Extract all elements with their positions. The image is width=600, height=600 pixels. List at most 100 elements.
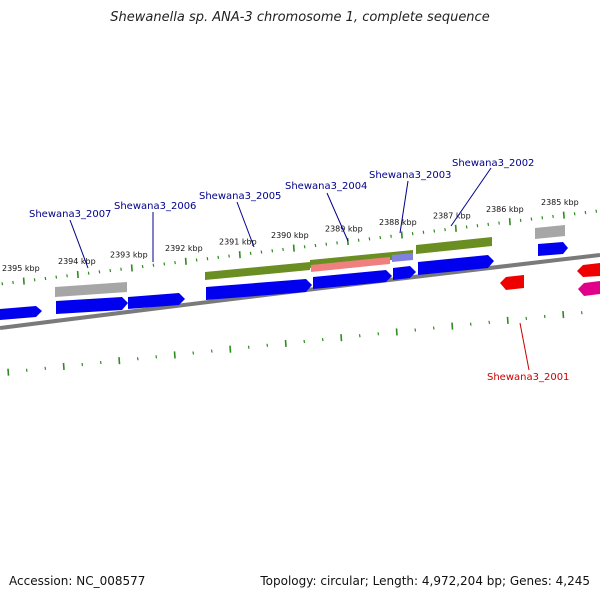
minor-tick [465,225,468,229]
gene-labels: Shewana3_2001 Shewana3_2002 Shewana3_200… [29,158,569,383]
gene-label-2005[interactable]: Shewana3_2005 [199,191,281,202]
scale-label: 2386 kbp [486,205,524,214]
minor-tick [377,332,380,336]
scale-label: 2390 kbp [271,231,309,240]
minor-tick [33,278,36,282]
minor-tick [498,221,500,225]
minor-tick [336,241,338,245]
minor-tick [109,268,112,273]
major-tick [184,257,187,265]
misc-feature-bar[interactable] [392,253,413,262]
major-tick [508,218,511,226]
minor-tick [432,326,435,330]
minor-tick [525,316,528,321]
minor-tick [217,255,220,259]
map-title: Shewanella sp. ANA-3 chromosome 1, compl… [110,10,490,25]
cds-arrow[interactable] [56,297,128,314]
scale-label: 2389 kbp [325,224,363,233]
minor-tick [247,345,250,349]
minor-tick [580,311,583,315]
minor-tick [584,210,587,215]
scale-label: 2392 kbp [165,244,203,253]
minor-tick [12,280,14,285]
cds-arrow[interactable] [538,242,568,256]
forward-cds-track [0,242,568,320]
minor-tick [192,351,195,355]
gene-label-2006[interactable]: Shewana3_2006 [114,201,196,212]
gene-label-2001[interactable]: Shewana3_2001 [487,372,569,383]
pseudo-gene-bar[interactable] [535,225,565,239]
minor-tick [141,265,144,269]
minor-tick [25,368,28,372]
minor-tick [552,214,554,219]
cds-arrow-reverse[interactable] [578,281,600,296]
minor-tick [321,337,324,342]
minor-tick [81,362,84,367]
minor-tick [469,322,472,326]
minor-tick [433,229,436,233]
minor-tick [55,275,58,279]
minor-tick [411,232,414,236]
cds-arrow[interactable] [0,306,42,320]
minor-tick [1,282,4,286]
minor-tick [303,245,306,249]
major-tick [238,251,241,259]
major-tick [118,357,121,365]
cds-arrow[interactable] [313,270,392,289]
minor-tick [87,271,90,275]
gene-label-2002[interactable]: Shewana3_2002 [452,158,534,169]
minor-tick [379,235,382,240]
minor-tick [266,343,269,347]
minor-tick [488,320,491,324]
minor-tick [573,212,576,216]
gene-bar[interactable] [205,262,310,280]
minor-tick [325,242,328,246]
cds-arrow[interactable] [206,279,312,300]
cds-arrow[interactable] [418,255,494,275]
scale-label: 2387 kbp [433,211,471,220]
minor-tick [174,261,176,265]
major-tick [173,351,176,359]
minor-tick [155,355,158,359]
major-tick [130,264,133,272]
cds-arrow-reverse[interactable] [577,263,600,277]
major-tick [76,270,79,279]
major-tick [562,311,565,319]
gene-bar[interactable] [416,237,492,254]
cds-arrow[interactable] [128,293,185,309]
pseudo-gene-bar[interactable] [55,282,127,297]
major-tick [229,345,232,353]
minor-tick [530,217,533,221]
minor-tick [195,258,198,262]
label-leaders [69,167,530,371]
minor-tick [519,218,522,223]
reverse-cds-track [500,263,600,296]
major-tick [62,362,65,370]
minor-tick [44,276,47,281]
rna-bar[interactable] [311,257,390,272]
minor-tick [303,339,306,344]
topology-summary: Topology: circular; Length: 4,972,204 bp… [260,574,590,588]
scale-ticks-outer [1,209,598,286]
gene-label-2003[interactable]: Shewana3_2003 [369,170,451,181]
major-tick [395,328,398,336]
minor-tick [249,251,252,255]
minor-tick [282,247,284,252]
minor-tick [390,234,392,238]
accession-label: Accession: NC_008577 [9,574,146,588]
minor-tick [358,334,361,338]
gene-label-2007[interactable]: Shewana3_2007 [29,209,111,220]
minor-tick [210,349,213,353]
minor-tick [368,237,371,241]
cds-arrow-reverse[interactable] [500,275,524,290]
minor-tick [422,230,425,234]
scale-labels: 2385 kbp 2386 kbp 2387 kbp 2388 kbp 2389 kbp… [2,198,579,273]
major-tick [451,322,454,330]
gene-label-2004[interactable]: Shewana3_2004 [285,181,367,192]
cds-arrow[interactable] [393,266,416,280]
scale-label: 2393 kbp [110,251,148,260]
minor-tick [136,357,139,361]
major-tick [22,277,25,285]
major-tick [340,334,343,342]
